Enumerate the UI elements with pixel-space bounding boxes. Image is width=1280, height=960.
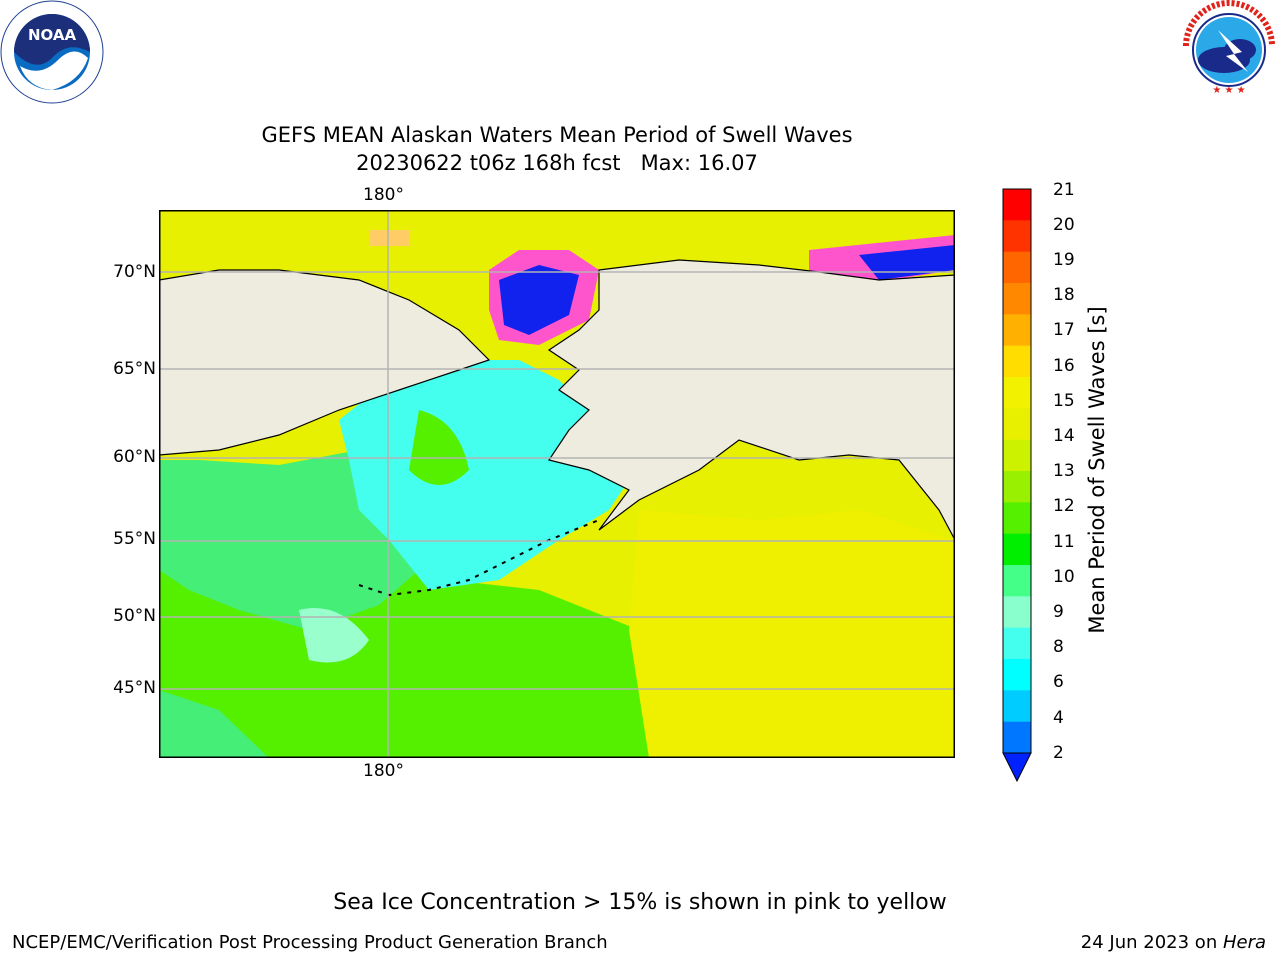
colorbar-tick: 11: [1053, 532, 1075, 552]
colorbar-tick: 2: [1053, 743, 1064, 763]
lat-label-70: 70°N: [113, 262, 156, 282]
lat-label-60: 60°N: [113, 447, 156, 467]
colorbar-tick: 14: [1053, 426, 1075, 446]
colorbar-tick: 21: [1053, 180, 1075, 200]
colorbar-tick: 19: [1053, 250, 1075, 270]
colorbar-segment: [1003, 627, 1031, 660]
region-14s: [629, 510, 955, 758]
footer-machine: Hera: [1222, 932, 1266, 953]
footer-date-text: 24 Jun 2023 on: [1080, 932, 1223, 953]
colorbar-extend-min: [1002, 752, 1032, 783]
colorbar-segment: [1003, 533, 1031, 566]
land-alaska: [547, 259, 955, 541]
colorbar-tick: 18: [1053, 285, 1075, 305]
colorbar-label: Mean Period of Swell Waves [s]: [1085, 306, 1109, 634]
footer-credit: NCEP/EMC/Verification Post Processing Pr…: [12, 932, 608, 953]
region-chukchi-2s: [499, 265, 579, 335]
colorbar-segment: [1003, 690, 1031, 723]
noaa-logo-text: NOAA: [28, 26, 77, 44]
colorbar-segment: [1003, 565, 1031, 597]
lat-label-50: 50°N: [113, 606, 156, 626]
colorbar-segment: [1003, 377, 1031, 409]
colorbar-tick: 8: [1053, 637, 1064, 657]
seaice-note: Sea Ice Concentration > 15% is shown in …: [333, 890, 947, 915]
colorbar-segment: [1003, 439, 1031, 472]
region-10s-south: [159, 690, 269, 758]
noaa-logo: NOAA: [0, 0, 104, 104]
lon-label-bottom: 180°: [363, 761, 404, 781]
colorbar-segment: [1003, 251, 1031, 284]
svg-text:★ ★ ★: ★ ★ ★: [1212, 85, 1245, 96]
colorbar-tick: 12: [1053, 496, 1075, 516]
map-subtitle: 20230622 t06z 168h fcst Max: 16.07: [356, 151, 758, 175]
colorbar-segment: [1003, 283, 1031, 315]
colorbar-segment: [1003, 502, 1031, 535]
colorbar-tick: 15: [1053, 391, 1075, 411]
colorbar-segment: [1003, 721, 1031, 754]
colorbar: [1002, 188, 1032, 783]
colorbar-tick: 17: [1053, 320, 1075, 340]
colorbar-segment: [1003, 408, 1031, 441]
colorbar-tick: 20: [1053, 215, 1075, 235]
colorbar-segment: [1003, 189, 1031, 221]
lat-label-65: 65°N: [113, 359, 156, 379]
lon-label-top: 180°: [363, 185, 404, 205]
map-title: GEFS MEAN Alaskan Waters Mean Period of …: [261, 123, 853, 147]
colorbar-segment: [1003, 345, 1031, 378]
lat-label-55: 55°N: [113, 529, 156, 549]
colorbar-tick: 16: [1053, 356, 1075, 376]
lat-label-45: 45°N: [113, 678, 156, 698]
colorbar-segment: [1003, 596, 1031, 629]
nws-logo: ★ ★ ★: [1181, 0, 1277, 98]
colorbar-segment: [1003, 220, 1031, 253]
colorbar-tick: 13: [1053, 461, 1075, 481]
colorbar-segment: [1003, 314, 1031, 347]
graticule: [159, 210, 955, 758]
colorbar-tick: 9: [1053, 602, 1064, 622]
colorbar-tick: 6: [1053, 672, 1064, 692]
map-panel: [159, 210, 955, 758]
region-wrangel-ice: [369, 230, 409, 246]
map-frame: [159, 210, 955, 758]
colorbar-tick: 10: [1053, 567, 1075, 587]
colorbar-frame: [1002, 188, 1032, 754]
region-9s: [299, 608, 369, 663]
footer-date: 24 Jun 2023 on Hera: [1081, 932, 1266, 953]
aleutian-islands: [358, 519, 600, 597]
colorbar-tick: 4: [1053, 708, 1064, 728]
colorbar-segment: [1003, 471, 1031, 503]
colorbar-segment: [1003, 659, 1031, 691]
region-bering-sea: [339, 360, 629, 590]
region-bering-patch: [409, 410, 469, 485]
